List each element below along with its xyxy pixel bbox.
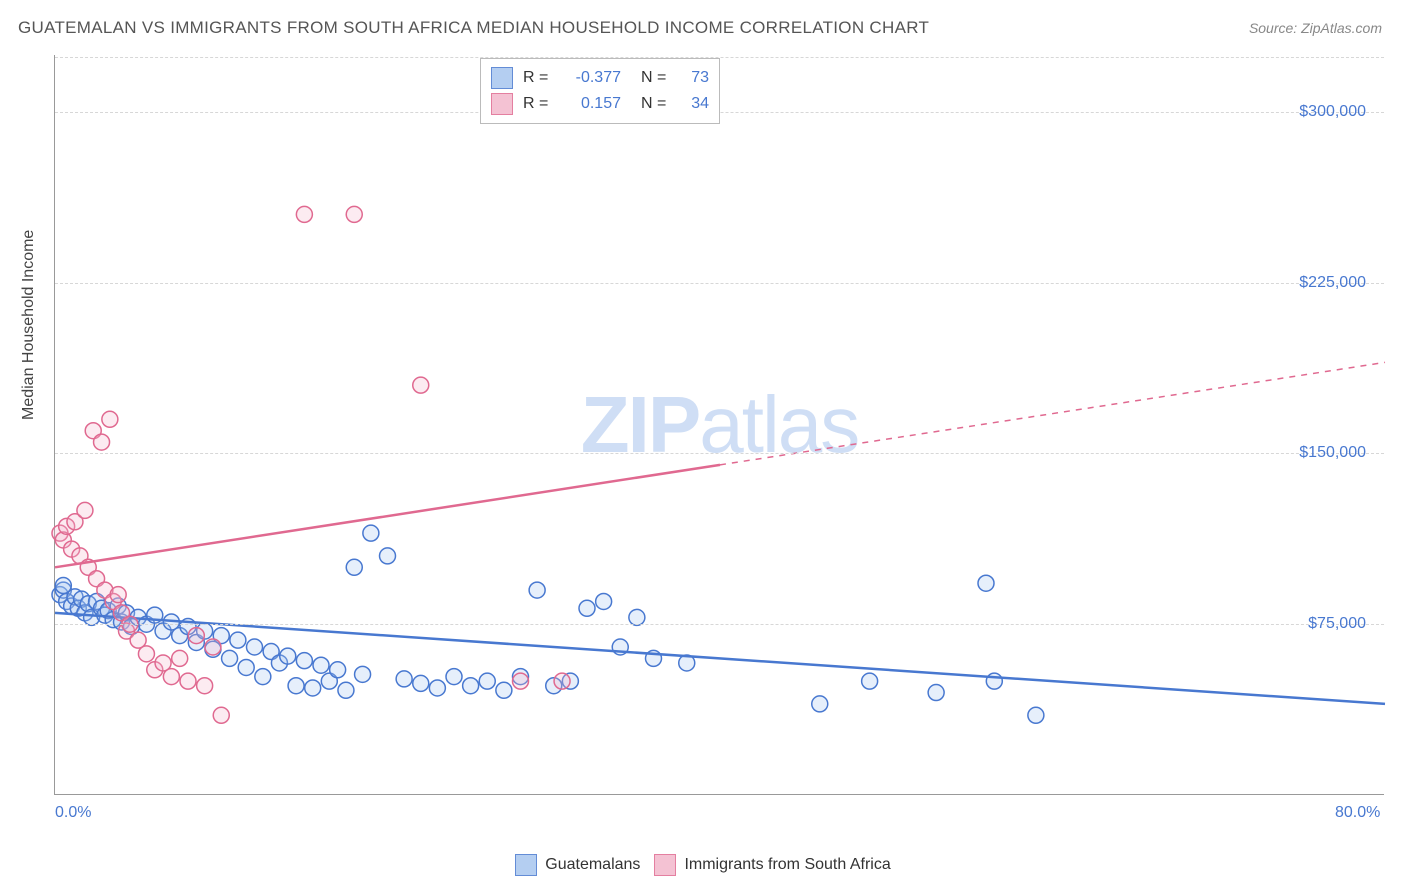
chart-title: GUATEMALAN VS IMMIGRANTS FROM SOUTH AFRI… [18, 18, 929, 38]
legend-r-value: 0.157 [561, 95, 621, 113]
data-point [346, 206, 362, 222]
data-point [1028, 707, 1044, 723]
data-point [396, 671, 412, 687]
data-point [812, 696, 828, 712]
data-point [380, 548, 396, 564]
regression-line [55, 613, 1385, 704]
data-point [288, 678, 304, 694]
data-point [305, 680, 321, 696]
gridline [55, 453, 1384, 454]
data-point [513, 673, 529, 689]
data-point [222, 650, 238, 666]
y-tick-label: $225,000 [1299, 274, 1366, 292]
data-point [413, 675, 429, 691]
legend-n-label: N = [641, 69, 669, 87]
data-point [188, 628, 204, 644]
data-point [862, 673, 878, 689]
data-point [338, 682, 354, 698]
source-credit: Source: ZipAtlas.com [1249, 20, 1382, 36]
data-point [296, 653, 312, 669]
legend-series-item: Immigrants from South Africa [654, 854, 890, 876]
x-tick-label: 0.0% [55, 804, 91, 822]
legend-r-label: R = [523, 95, 551, 113]
data-point [280, 648, 296, 664]
data-point [463, 678, 479, 694]
gridline [55, 283, 1384, 284]
data-point [355, 666, 371, 682]
data-point [163, 669, 179, 685]
data-point [346, 559, 362, 575]
y-tick-label: $300,000 [1299, 103, 1366, 121]
data-point [238, 659, 254, 675]
legend-n-label: N = [641, 95, 669, 113]
regression-line-dashed [720, 362, 1385, 464]
data-point [978, 575, 994, 591]
data-point [94, 434, 110, 450]
data-point [554, 673, 570, 689]
y-tick-label: $75,000 [1308, 615, 1366, 633]
plot-svg [55, 55, 1384, 794]
legend-series-label: Immigrants from South Africa [684, 856, 890, 874]
data-point [180, 673, 196, 689]
legend-swatch [491, 67, 513, 89]
legend-series-item: Guatemalans [515, 854, 640, 876]
legend-r-label: R = [523, 69, 551, 87]
data-point [230, 632, 246, 648]
data-point [77, 502, 93, 518]
data-point [296, 206, 312, 222]
correlation-legend: R = -0.377 N = 73 R = 0.157 N = 34 [480, 58, 720, 124]
x-tick-label: 80.0% [1335, 804, 1380, 822]
data-point [596, 593, 612, 609]
gridline [55, 624, 1384, 625]
data-point [629, 609, 645, 625]
legend-r-value: -0.377 [561, 69, 621, 87]
data-point [429, 680, 445, 696]
data-point [363, 525, 379, 541]
legend-series-label: Guatemalans [545, 856, 640, 874]
data-point [413, 377, 429, 393]
data-point [138, 646, 154, 662]
data-point [197, 678, 213, 694]
data-point [205, 639, 221, 655]
legend-swatch [515, 854, 537, 876]
legend-correlation-row: R = 0.157 N = 34 [491, 91, 709, 117]
data-point [255, 669, 271, 685]
data-point [446, 669, 462, 685]
y-axis-label: Median Household Income [20, 230, 38, 420]
legend-swatch [491, 93, 513, 115]
data-point [172, 650, 188, 666]
data-point [529, 582, 545, 598]
legend-n-value: 34 [679, 95, 709, 113]
data-point [55, 578, 71, 594]
data-point [928, 685, 944, 701]
data-point [479, 673, 495, 689]
data-point [102, 411, 118, 427]
legend-n-value: 73 [679, 69, 709, 87]
data-point [579, 600, 595, 616]
data-point [213, 707, 229, 723]
data-point [330, 662, 346, 678]
data-point [247, 639, 263, 655]
data-point [110, 587, 126, 603]
legend-swatch [654, 854, 676, 876]
data-point [313, 657, 329, 673]
y-tick-label: $150,000 [1299, 444, 1366, 462]
legend-correlation-row: R = -0.377 N = 73 [491, 65, 709, 91]
data-point [496, 682, 512, 698]
series-legend: Guatemalans Immigrants from South Africa [0, 854, 1406, 876]
plot-area: ZIPatlas $75,000$150,000$225,000$300,000… [54, 55, 1384, 795]
